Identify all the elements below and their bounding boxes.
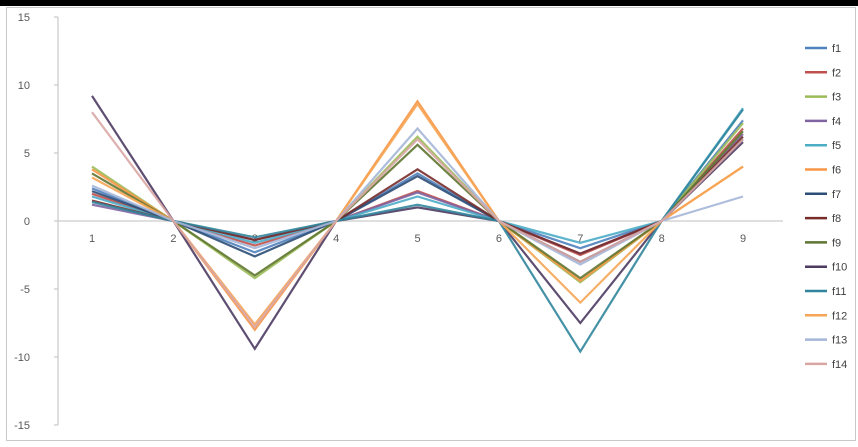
- legend-label-f3: f3: [832, 92, 841, 104]
- y-tick-label: 5: [24, 148, 30, 160]
- legend-label-f7: f7: [832, 189, 841, 201]
- legend-label-f1: f1: [832, 43, 841, 55]
- legend-label-f11: f11: [832, 286, 846, 298]
- x-tick-label: 4: [333, 233, 339, 245]
- x-tick-label: 8: [659, 233, 665, 245]
- series-lines: [91, 95, 744, 354]
- series-line-f10: [91, 95, 744, 351]
- series-line-f11: [91, 108, 744, 354]
- legend-label-f12: f12: [832, 310, 847, 322]
- series-line-f14: [91, 111, 744, 329]
- y-tick-label: -15: [14, 420, 30, 432]
- legend: f1 f2 f3 f4 f5 f6 f7 f8 f9 f10 f11 f12 f13 f14: [805, 43, 847, 371]
- legend-label-f5: f5: [832, 140, 841, 152]
- legend-label-f13: f13: [832, 335, 847, 347]
- y-tick-label: 0: [24, 216, 30, 228]
- x-tick-label: 7: [577, 233, 583, 245]
- legend-label-f8: f8: [832, 213, 841, 225]
- legend-label-f14: f14: [832, 359, 847, 371]
- y-tick-label: -10: [14, 352, 30, 364]
- x-tick-label: 9: [740, 233, 746, 245]
- legend-label-f9: f9: [832, 237, 841, 249]
- legend-label-f2: f2: [832, 67, 841, 79]
- x-tick-label: 2: [170, 233, 176, 245]
- y-tick-label: 15: [18, 12, 30, 24]
- x-tick-label: 1: [89, 233, 95, 245]
- x-tick-label: 5: [414, 233, 420, 245]
- y-tick-label: -5: [20, 284, 30, 296]
- series-line-f3: [91, 122, 744, 284]
- legend-label-f10: f10: [832, 262, 847, 274]
- top-border-bar: [0, 0, 858, 6]
- x-tick-label: 6: [496, 233, 502, 245]
- legend-label-f6: f6: [832, 165, 841, 177]
- chart-frame: 15 10 5 0 -5 -10 -15 1 2 3 4 5 6 7 8 9 f1 f2 f3 f4 f5 f6 f7 f8…: [6, 7, 856, 441]
- y-tick-label: 10: [18, 80, 30, 92]
- legend-label-f4: f4: [832, 116, 841, 128]
- series-line-f1: [91, 119, 744, 254]
- series-line-f9: [91, 130, 744, 280]
